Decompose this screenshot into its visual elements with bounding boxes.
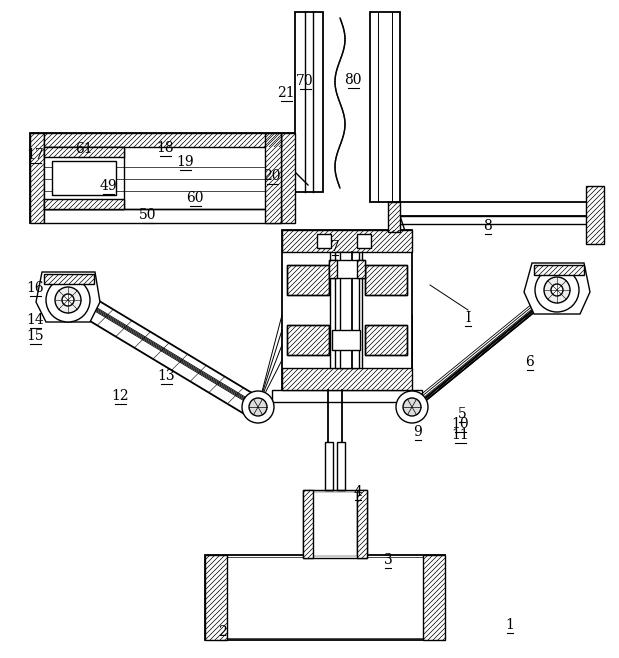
Circle shape [46, 278, 90, 322]
Circle shape [544, 277, 570, 303]
Bar [265, 133, 281, 223]
Bar [365, 325, 407, 355]
Bar [370, 12, 400, 202]
Text: 18: 18 [156, 141, 174, 155]
Bar [52, 161, 116, 195]
Bar [44, 274, 94, 284]
Bar [44, 133, 281, 147]
Bar [30, 133, 295, 223]
Circle shape [249, 398, 267, 416]
Bar [282, 368, 412, 390]
Text: 21: 21 [277, 86, 295, 100]
Text: 8: 8 [483, 219, 492, 233]
Bar [282, 230, 412, 252]
Bar [337, 442, 345, 490]
Bar [281, 133, 295, 223]
Bar [44, 147, 124, 157]
Circle shape [535, 268, 579, 312]
Bar [44, 199, 124, 209]
Text: 9: 9 [413, 425, 422, 439]
Text: 3: 3 [384, 553, 392, 567]
Bar [287, 265, 329, 295]
Bar [357, 490, 367, 558]
Bar [313, 492, 357, 556]
Bar [329, 260, 365, 278]
Polygon shape [36, 272, 100, 322]
Text: 49: 49 [99, 179, 117, 193]
Circle shape [242, 391, 274, 423]
Circle shape [62, 294, 74, 306]
Circle shape [403, 398, 421, 416]
Text: 6: 6 [526, 355, 534, 369]
Text: 5: 5 [457, 407, 466, 421]
Text: 15: 15 [26, 329, 44, 343]
Bar [534, 265, 584, 275]
Bar [365, 265, 407, 295]
Bar [394, 202, 594, 216]
Text: 7: 7 [331, 240, 339, 254]
Bar [325, 442, 333, 490]
Bar [357, 260, 365, 278]
Polygon shape [524, 263, 590, 314]
Bar [394, 216, 594, 224]
Text: 1: 1 [506, 618, 514, 632]
Circle shape [55, 287, 81, 313]
Text: 61: 61 [75, 142, 93, 156]
Text: 11: 11 [451, 428, 469, 442]
Bar [303, 490, 313, 558]
Bar [205, 555, 227, 640]
Bar [357, 234, 371, 248]
Bar [205, 555, 445, 640]
Text: 2: 2 [218, 625, 227, 639]
Circle shape [551, 284, 563, 296]
Bar [335, 252, 359, 368]
Text: 4: 4 [353, 485, 363, 499]
Text: 70: 70 [296, 74, 314, 88]
Text: 14: 14 [26, 313, 44, 327]
Circle shape [396, 391, 428, 423]
Bar [365, 325, 407, 355]
Bar [303, 490, 367, 558]
Text: 12: 12 [111, 389, 129, 403]
Text: 80: 80 [344, 73, 361, 87]
Bar [332, 330, 360, 350]
Bar [287, 265, 329, 295]
Text: 13: 13 [157, 369, 175, 383]
Text: 16: 16 [26, 281, 44, 295]
Bar [365, 265, 407, 295]
Text: 17: 17 [26, 148, 44, 162]
Bar [30, 133, 44, 223]
Text: 10: 10 [451, 417, 469, 431]
Text: 19: 19 [176, 155, 194, 169]
Bar [586, 186, 604, 244]
Text: 20: 20 [263, 169, 281, 183]
Bar [227, 557, 423, 638]
Text: 50: 50 [139, 208, 157, 222]
Bar [44, 147, 124, 209]
Text: 60: 60 [186, 191, 204, 205]
Text: I: I [465, 311, 470, 325]
Bar [287, 325, 329, 355]
Bar [287, 325, 329, 355]
Bar [44, 209, 281, 223]
Bar [272, 390, 422, 402]
Bar [282, 230, 412, 390]
Bar [329, 260, 337, 278]
Bar [317, 234, 331, 248]
Bar [295, 12, 323, 192]
Bar [423, 555, 445, 640]
Bar [388, 202, 400, 232]
